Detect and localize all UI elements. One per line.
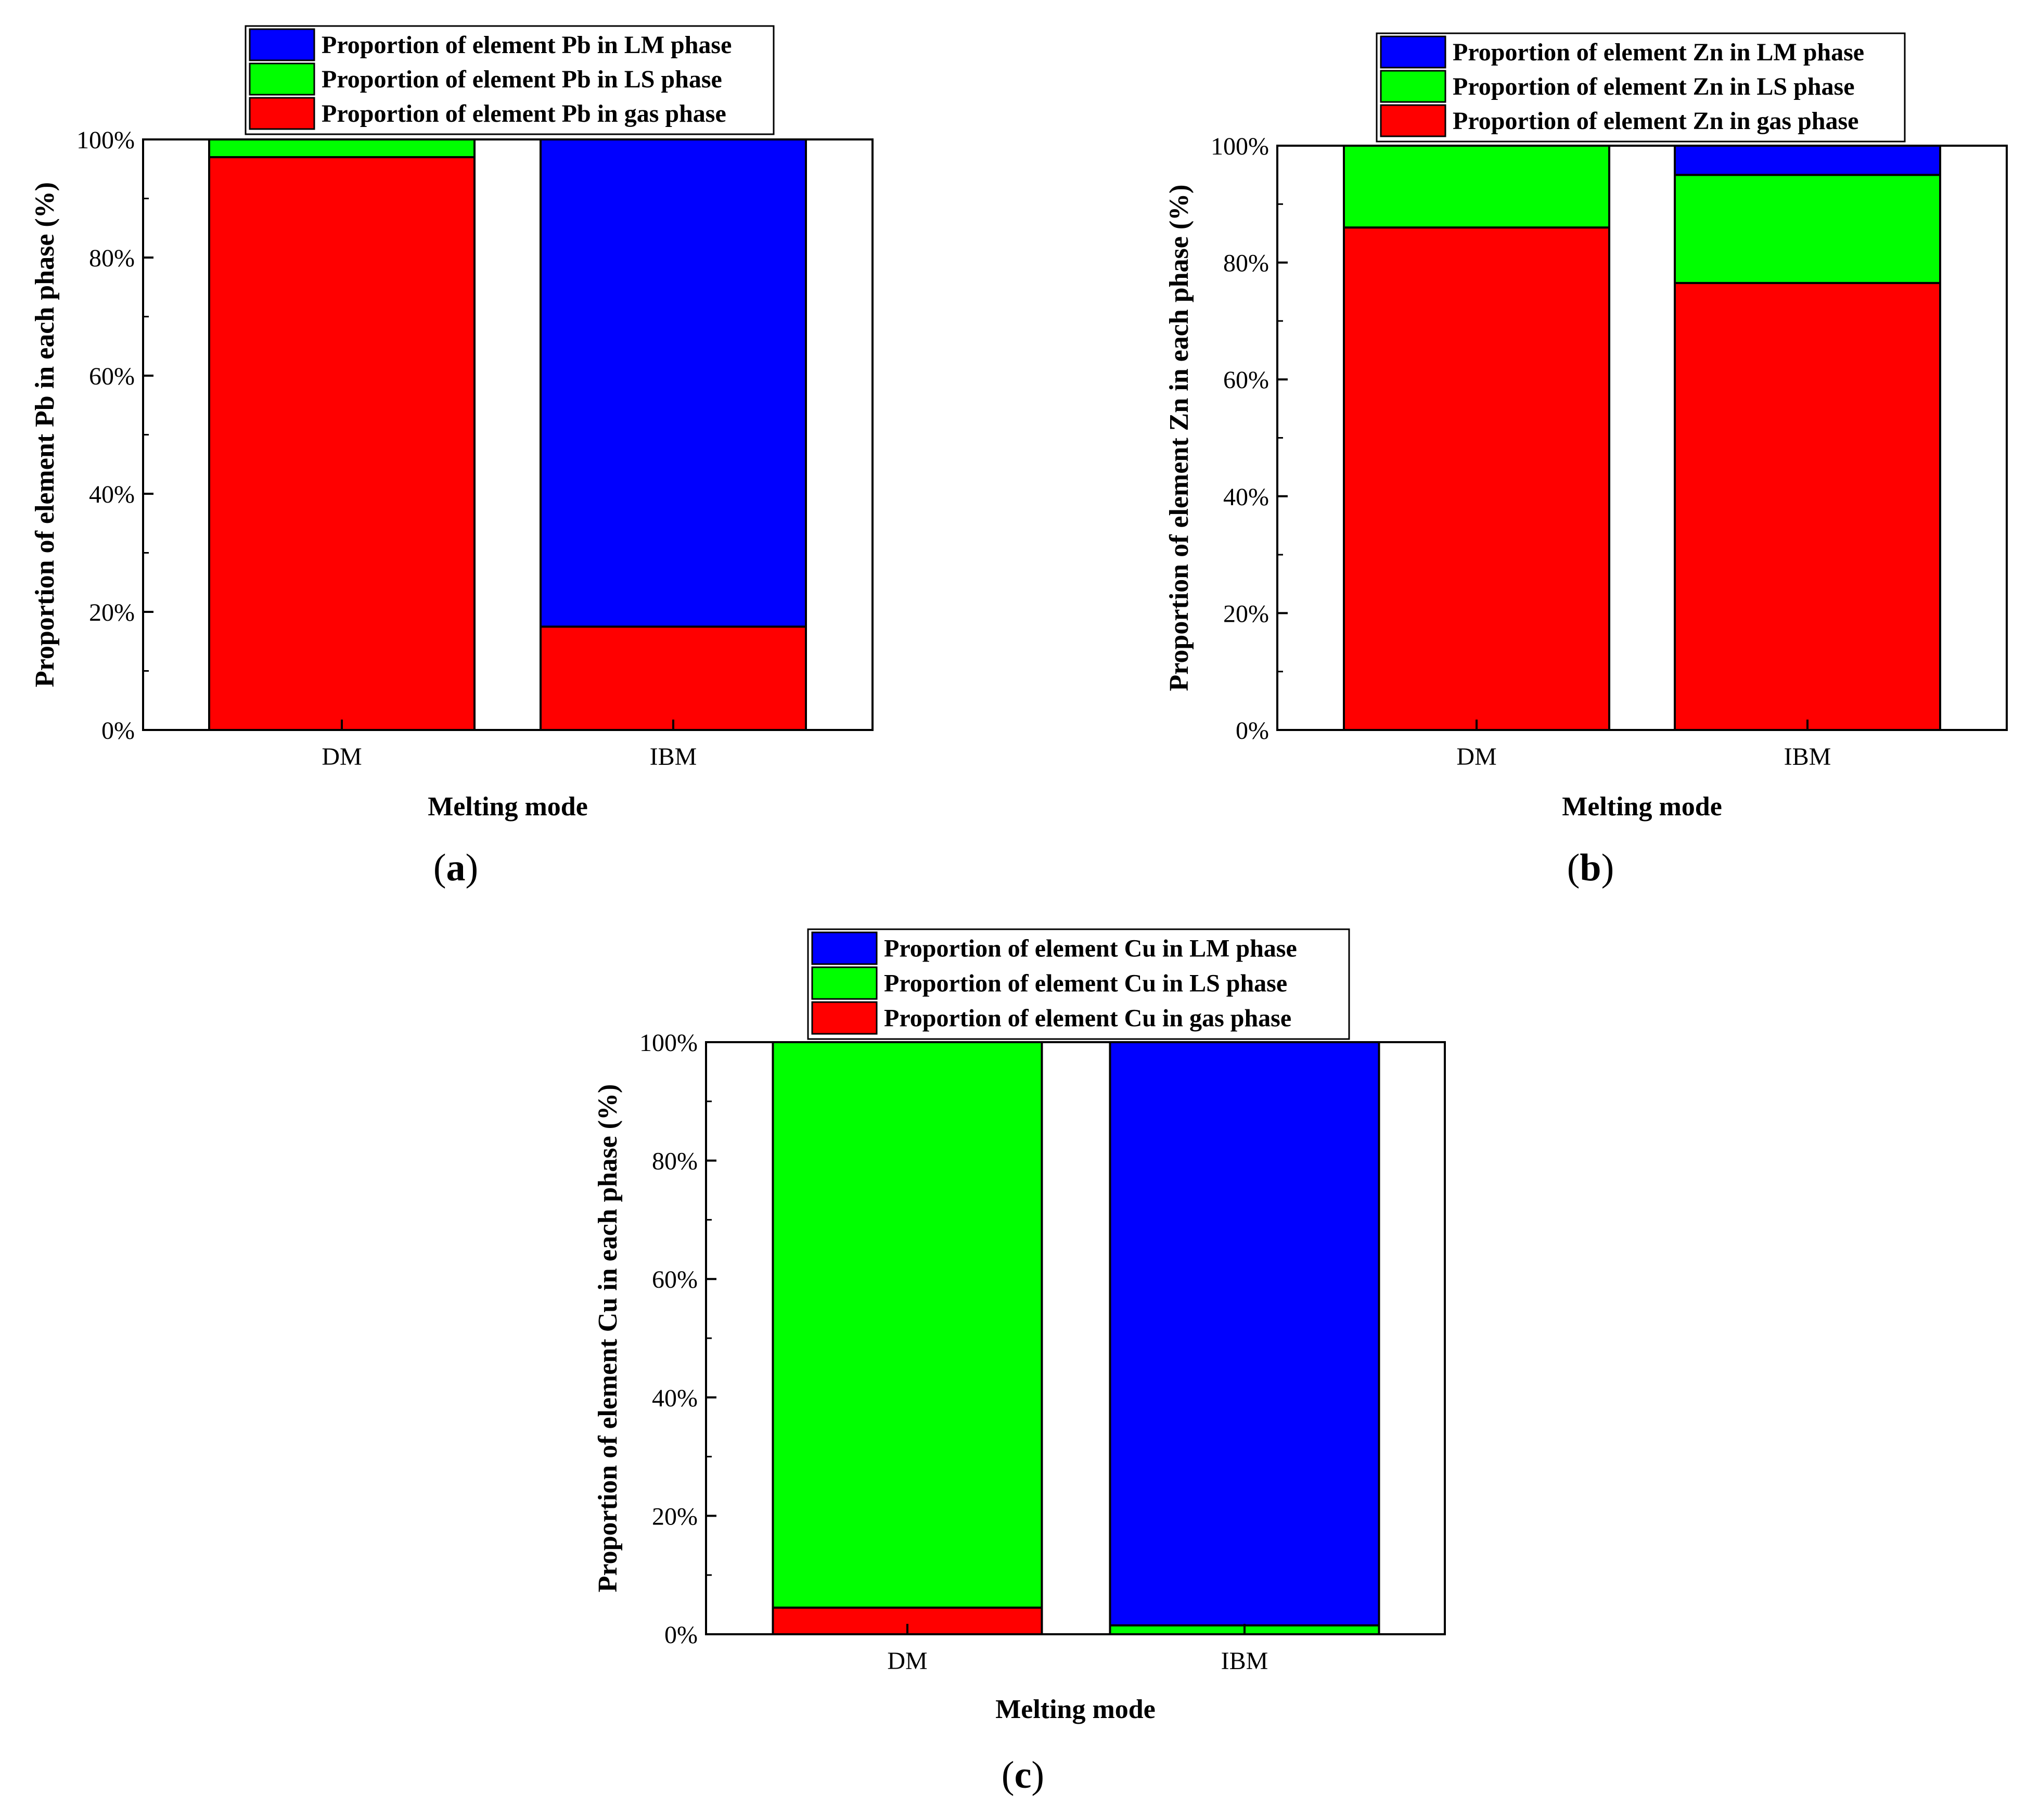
legend-swatch-gas bbox=[1380, 104, 1446, 137]
legend-swatch-lm bbox=[249, 28, 315, 61]
x-axis-title: Melting mode bbox=[995, 1695, 1156, 1724]
y-axis-title: Proportion of element Pb in each phase (… bbox=[30, 182, 60, 687]
y-tick-label: 80% bbox=[1223, 250, 1269, 277]
x-axis-title: Melting mode bbox=[428, 792, 588, 822]
panel-caption: (b) bbox=[1567, 847, 1614, 889]
y-tick-label: 80% bbox=[652, 1148, 698, 1175]
legend: Proportion of element Pb in LM phase Prop… bbox=[245, 25, 775, 135]
panel-caption: (a) bbox=[433, 847, 478, 889]
y-tick-label: 40% bbox=[652, 1385, 698, 1412]
x-tick-label-dm: DM bbox=[887, 1647, 927, 1675]
y-tick-label: 40% bbox=[1223, 483, 1269, 511]
legend-label-ls: Proportion of element Pb in LS phase bbox=[322, 66, 722, 93]
legend-box bbox=[245, 25, 775, 135]
bar-ibm-lm bbox=[1674, 145, 1941, 176]
legend-label-ls: Proportion of element Zn in LS phase bbox=[1453, 73, 1855, 100]
bar-ibm-gas bbox=[540, 625, 807, 731]
legend-swatch-ls bbox=[811, 966, 878, 1000]
y-tick-label: 20% bbox=[89, 599, 135, 626]
x-tick-label-dm: DM bbox=[1456, 743, 1496, 771]
legend-swatch-gas bbox=[811, 1001, 878, 1035]
bar-ibm-gas bbox=[1674, 281, 1941, 731]
legend-swatch-gas bbox=[249, 97, 315, 130]
x-tick-label-ibm: IBM bbox=[1784, 743, 1831, 771]
y-tick-label: 20% bbox=[652, 1503, 698, 1530]
x-tick-label-ibm: IBM bbox=[1221, 1647, 1268, 1675]
legend-label-lm: Proportion of element Zn in LM phase bbox=[1453, 39, 1864, 66]
legend-label-ls: Proportion of element Cu in LS phase bbox=[884, 970, 1287, 997]
y-tick-label: 80% bbox=[89, 245, 135, 272]
legend-label-lm: Proportion of element Cu in LM phase bbox=[884, 935, 1297, 963]
y-tick-label: 40% bbox=[89, 481, 135, 508]
legend-box bbox=[807, 928, 1350, 1040]
legend-label-lm: Proportion of element Pb in LM phase bbox=[322, 31, 732, 59]
chart-panel-b: 0% 20% 40% 60% 80% 100% DM IBM Melting mode Propo… bbox=[1164, 32, 2008, 889]
bar-ibm-lm bbox=[540, 138, 807, 628]
y-axis-title: Proportion of element Cu in each phase (… bbox=[593, 1084, 623, 1593]
bar-ibm-lm bbox=[1109, 1041, 1380, 1626]
legend-label-gas: Proportion of element Zn in gas phase bbox=[1453, 107, 1858, 135]
y-tick-label: 100% bbox=[1211, 133, 1269, 160]
legend-label-gas: Proportion of element Cu in gas phase bbox=[884, 1005, 1291, 1032]
y-tick-label: 60% bbox=[652, 1266, 698, 1293]
x-axis-title: Melting mode bbox=[1562, 792, 1722, 822]
bar-dm-ls bbox=[772, 1041, 1043, 1609]
y-tick-label: 60% bbox=[1223, 366, 1269, 394]
bar-dm-ls bbox=[1343, 145, 1610, 229]
y-tick-label: 100% bbox=[639, 1029, 698, 1057]
legend: Proportion of element Cu in LM phase Prop… bbox=[807, 928, 1350, 1040]
y-axis-title: Proportion of element Zn in each phase (… bbox=[1164, 185, 1194, 691]
legend-swatch-lm bbox=[811, 931, 878, 965]
legend-label-gas: Proportion of element Pb in gas phase bbox=[322, 100, 726, 127]
legend-swatch-lm bbox=[1380, 35, 1446, 69]
bar-dm-gas bbox=[1343, 226, 1610, 732]
legend-swatch-ls bbox=[1380, 70, 1446, 103]
chart-panel-c: 0% 20% 40% 60% 80% 100% DM IBM Melting mode Propo… bbox=[593, 928, 1446, 1797]
panel-caption: (c) bbox=[1002, 1754, 1044, 1797]
x-tick-label-dm: DM bbox=[322, 743, 362, 771]
legend: Proportion of element Zn in LM phase Prop… bbox=[1376, 32, 1906, 143]
y-tick-label: 20% bbox=[1223, 600, 1269, 627]
legend-swatch-ls bbox=[249, 62, 315, 96]
y-tick-label: 60% bbox=[89, 363, 135, 390]
y-tick-label: 100% bbox=[76, 126, 135, 154]
x-tick-label-ibm: IBM bbox=[650, 743, 697, 771]
bar-ibm-ls bbox=[1674, 174, 1941, 284]
y-tick-label: 0% bbox=[1236, 717, 1269, 745]
bar-dm-ls bbox=[208, 138, 476, 159]
legend-box bbox=[1376, 32, 1906, 143]
chart-panel-a: 0% 20% 40% 60% 80% 100% DM IBM Melting mode Propo… bbox=[30, 25, 874, 889]
bar-dm-gas bbox=[208, 156, 476, 731]
y-tick-label: 0% bbox=[664, 1621, 698, 1649]
y-tick-label: 0% bbox=[101, 717, 135, 745]
